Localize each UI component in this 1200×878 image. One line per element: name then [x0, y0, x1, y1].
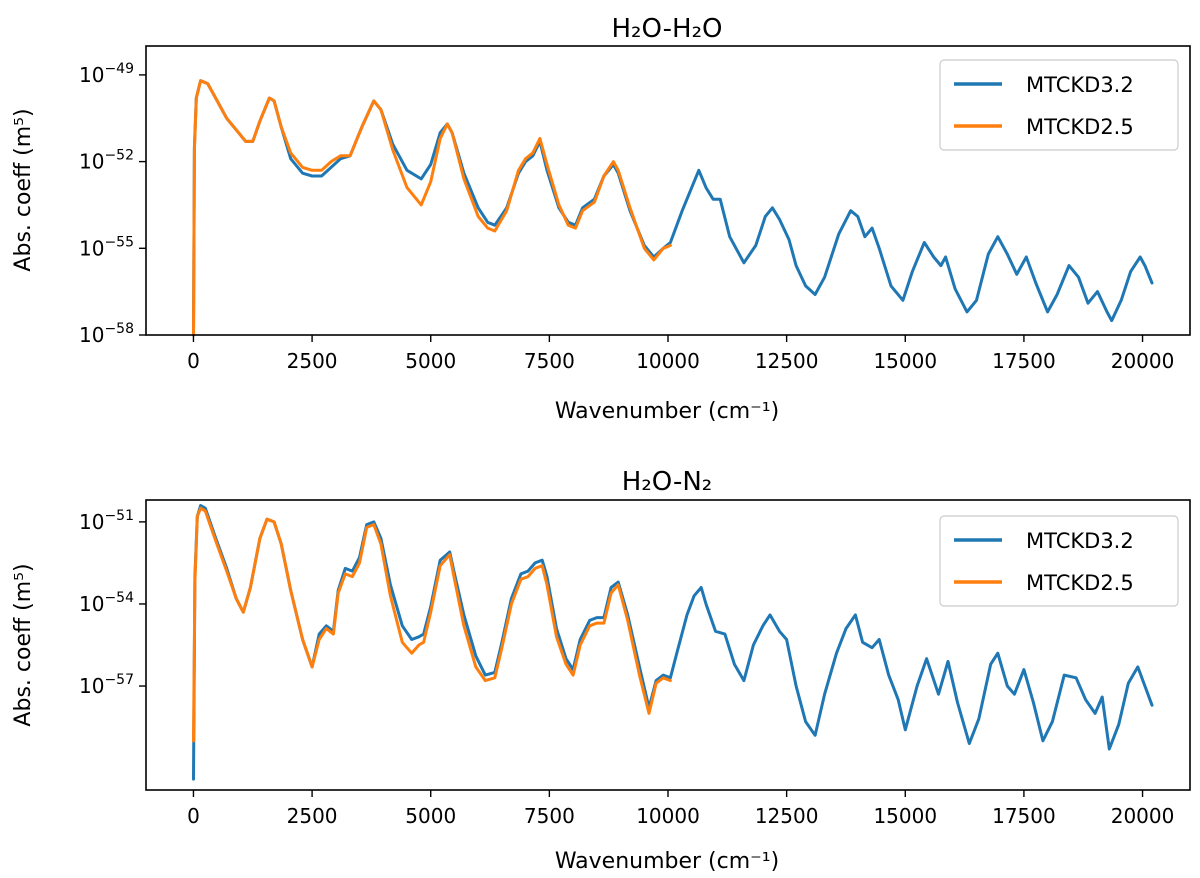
- chart-title-h2o-h2o: H₂O-H₂O: [612, 14, 723, 44]
- x-tick-label: 0: [187, 349, 200, 373]
- x-tick-label: 7500: [524, 349, 575, 373]
- legend-label-mtckd3-2: MTCKD3.2: [1026, 73, 1134, 97]
- y-tick-label: 10−51: [79, 508, 134, 534]
- legend: MTCKD3.2 MTCKD2.5: [939, 59, 1179, 151]
- x-tick-label: 5000: [405, 349, 456, 373]
- y-axis-label: Abs. coeff (m⁵): [11, 108, 36, 271]
- x-tick-label: 10000: [636, 804, 700, 828]
- x-tick-label: 20000: [1111, 349, 1175, 373]
- y-tick-label: 10−52: [79, 148, 134, 174]
- y-tick-label: 10−49: [79, 61, 134, 87]
- legend-label-mtckd2-5: MTCKD2.5: [1026, 571, 1134, 595]
- x-tick-label: 0: [187, 804, 200, 828]
- panel-h2o-h2o: H₂O-H₂O 0 2500 5000 7500 10000 12500 15000 1750…: [11, 14, 1191, 424]
- x-tick-label: 12500: [755, 349, 819, 373]
- y-tick-label: 10−58: [79, 321, 134, 347]
- x-axis-label: Wavenumber (cm⁻¹): [555, 849, 779, 874]
- x-tick-label: 20000: [1111, 804, 1175, 828]
- x-tick-label: 15000: [873, 349, 937, 373]
- legend-label-mtckd3-2: MTCKD3.2: [1026, 529, 1134, 553]
- y-axis-label: Abs. coeff (m⁵): [11, 563, 36, 726]
- x-tick-label: 10000: [636, 349, 700, 373]
- x-tick-label: 7500: [524, 804, 575, 828]
- x-tick-label: 17500: [992, 349, 1056, 373]
- y-tick-label: 10−57: [79, 672, 134, 698]
- y-tick-label: 10−54: [79, 590, 134, 616]
- series-line-mtckd2-5: [192, 506, 672, 743]
- x-tick-label: 5000: [405, 804, 456, 828]
- series-line-mtckd2-5: [192, 79, 672, 337]
- x-axis-label: Wavenumber (cm⁻¹): [555, 399, 779, 424]
- y-tick-label: 10−55: [79, 234, 134, 260]
- legend-label-mtckd2-5: MTCKD2.5: [1026, 115, 1134, 139]
- x-tick-label: 2500: [287, 804, 338, 828]
- chart-title-h2o-n2: H₂O-N₂: [622, 467, 712, 497]
- x-tick-label: 17500: [992, 804, 1056, 828]
- panel-h2o-n2: H₂O-N₂ 0 2500 5000 7500 10000 12500 15000 17500…: [11, 467, 1191, 874]
- legend: MTCKD3.2 MTCKD2.5: [939, 515, 1179, 607]
- x-tick-label: 15000: [873, 804, 937, 828]
- x-tick-label: 12500: [755, 804, 819, 828]
- x-tick-label: 2500: [287, 349, 338, 373]
